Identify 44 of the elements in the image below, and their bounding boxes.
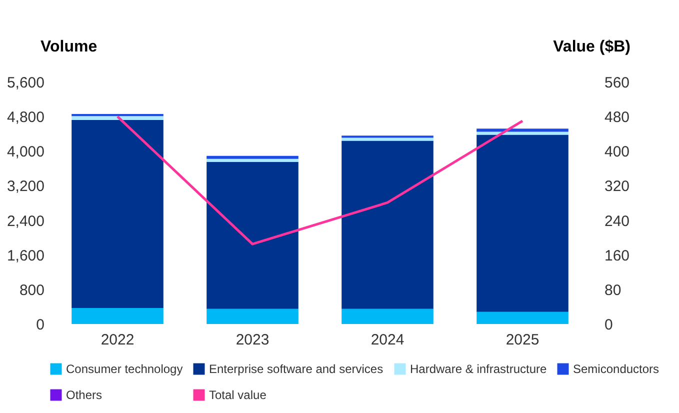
y-tick-label: 3,200 xyxy=(6,178,44,196)
y2-axis-title: Value ($B) xyxy=(553,38,630,56)
bar xyxy=(206,156,298,159)
y-tick-label: 4,000 xyxy=(6,144,44,161)
y-tick-label: 5,600 xyxy=(6,74,44,92)
bar xyxy=(206,308,298,324)
legend-label: Enterprise software and services xyxy=(209,362,384,376)
y-tick-label: 2,400 xyxy=(6,212,44,230)
x-tick-label: 2023 xyxy=(236,332,270,348)
y2-tick-label: 0 xyxy=(604,316,613,334)
bar xyxy=(476,132,568,135)
bar xyxy=(476,312,568,324)
y2-tick-label: 560 xyxy=(604,74,630,92)
y2-tick-label: 480 xyxy=(604,109,630,126)
bar xyxy=(342,138,434,141)
bar xyxy=(72,116,164,120)
x-tick-label: 2024 xyxy=(370,332,404,348)
y-tick-label: 1,600 xyxy=(6,247,44,264)
y2-tick-label: 240 xyxy=(604,212,630,230)
y-axis-title: Volume xyxy=(40,38,98,56)
x-tick-label: 2022 xyxy=(100,332,134,348)
bar xyxy=(72,308,164,324)
bar xyxy=(342,308,434,324)
y-tick-label: 4,800 xyxy=(6,109,44,126)
legend-label: Consumer technology xyxy=(66,362,183,376)
y2-tick-label: 160 xyxy=(604,247,630,264)
y2-tick-label: 320 xyxy=(604,178,630,196)
x-tick-label: 2025 xyxy=(506,332,540,348)
bar xyxy=(476,134,568,312)
bar xyxy=(476,128,568,132)
y2-tick-label: 400 xyxy=(604,144,630,161)
y2-tick-label: 80 xyxy=(604,282,622,299)
y-tick-label: 0 xyxy=(36,316,44,334)
bar xyxy=(72,120,164,308)
line-series xyxy=(116,115,524,246)
legend-label: Total value xyxy=(209,388,267,402)
legend-label: Semiconductors xyxy=(573,362,660,376)
bar xyxy=(206,158,298,162)
bar xyxy=(342,140,434,309)
legend-label: Others xyxy=(66,388,102,402)
bar xyxy=(206,162,298,309)
legend-label: Hardware & infrastructure xyxy=(410,362,548,376)
y-tick-label: 800 xyxy=(19,282,44,299)
bar xyxy=(72,114,164,116)
